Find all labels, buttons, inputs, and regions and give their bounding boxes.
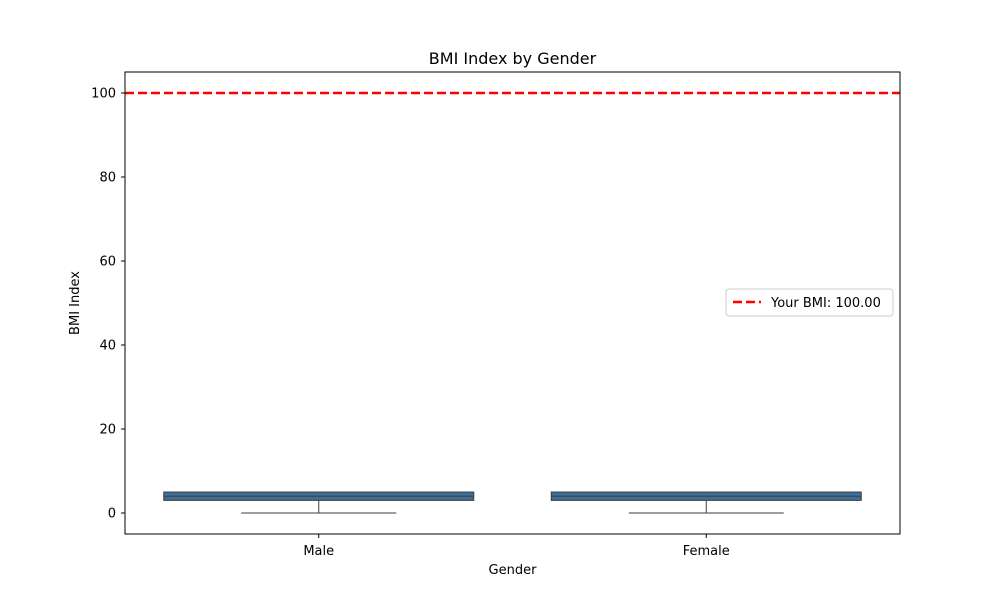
y-axis-label: BMI Index	[68, 271, 83, 335]
box-female	[550, 491, 862, 514]
box-male	[163, 491, 475, 514]
x-axis-label: Gender	[489, 563, 538, 578]
x-axis-ticks: Male Female	[303, 534, 730, 559]
x-tick-label: Female	[683, 544, 730, 559]
y-tick-label: 80	[99, 171, 116, 186]
boxes-layer	[163, 491, 862, 514]
chart-title: BMI Index by Gender	[429, 49, 597, 68]
legend-entry-label: Your BMI: 100.00	[770, 296, 881, 311]
y-tick-label: 40	[99, 339, 116, 354]
y-tick-label: 20	[99, 423, 116, 438]
x-tick-label: Male	[303, 544, 334, 559]
legend: Your BMI: 100.00	[725, 288, 894, 317]
y-tick-label: 0	[108, 507, 116, 522]
plot-area-frame	[124, 71, 901, 535]
y-tick-label: 60	[99, 255, 116, 270]
y-axis-ticks: 0 20 40 60 80 100	[91, 87, 125, 522]
legend-frame	[725, 288, 894, 317]
y-tick-label: 100	[91, 87, 116, 102]
